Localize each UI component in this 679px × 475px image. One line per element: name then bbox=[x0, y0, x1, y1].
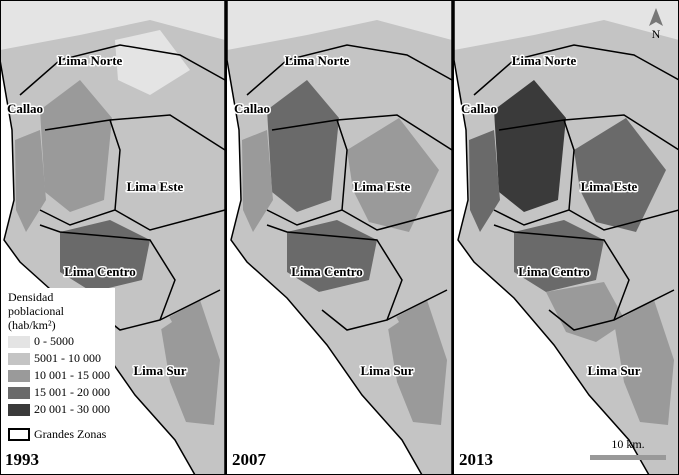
density-area bbox=[614, 300, 674, 425]
legend-label: 10 001 - 15 000 bbox=[34, 368, 110, 382]
map-panel: Lima Norte Callao Lima Este Lima Centro Lima… bbox=[226, 0, 453, 475]
zone-label: Lima Este bbox=[127, 179, 184, 194]
zone-label: Lima Sur bbox=[587, 363, 640, 378]
density-area bbox=[242, 130, 273, 232]
legend-swatch bbox=[8, 336, 30, 348]
density-area bbox=[115, 30, 190, 95]
legend-swatch bbox=[8, 428, 30, 441]
density-area bbox=[387, 300, 447, 425]
year-label: 2007 bbox=[232, 450, 267, 469]
legend-swatch bbox=[8, 353, 30, 365]
map-panel: Lima Norte Callao Lima Este Lima Centro Lima… bbox=[0, 0, 226, 475]
zone-boundary bbox=[39, 119, 121, 226]
density-area bbox=[40, 80, 112, 212]
density-area bbox=[15, 130, 46, 232]
density-area bbox=[319, 282, 399, 342]
zone-label: Lima Centro bbox=[291, 264, 363, 279]
zone-boundary bbox=[159, 289, 221, 321]
zone-boundary bbox=[613, 289, 675, 321]
zone-boundary bbox=[336, 114, 453, 151]
year-label: 2013 bbox=[459, 450, 493, 469]
zone-boundary bbox=[109, 114, 226, 151]
legend-swatch bbox=[8, 387, 30, 399]
density-area bbox=[546, 282, 626, 342]
zone-label: Lima Sur bbox=[133, 363, 186, 378]
zone-boundary bbox=[341, 209, 453, 231]
legend-title: (hab/km²) bbox=[8, 318, 56, 332]
zone-label: Lima Norte bbox=[512, 53, 577, 68]
zone-boundary bbox=[493, 119, 575, 226]
density-area bbox=[574, 118, 666, 232]
zone-label: Lima Norte bbox=[58, 53, 123, 68]
density-area bbox=[342, 30, 417, 95]
zone-label: Callao bbox=[461, 101, 497, 116]
density-area bbox=[267, 80, 339, 212]
coast bbox=[226, 0, 453, 475]
zone-label: Lima Centro bbox=[518, 264, 590, 279]
legend-swatch bbox=[8, 370, 30, 382]
coast bbox=[453, 0, 679, 475]
scale-bar bbox=[590, 455, 666, 460]
year-label: 1993 bbox=[5, 450, 39, 469]
legend-label: Grandes Zonas bbox=[34, 427, 107, 441]
zone-label: Lima Este bbox=[354, 179, 411, 194]
density-area bbox=[569, 30, 644, 95]
zone-boundary bbox=[493, 224, 630, 331]
north-fringe bbox=[0, 0, 225, 50]
zone-boundary bbox=[386, 289, 448, 321]
zone-boundary bbox=[473, 44, 679, 96]
zone-boundary bbox=[114, 209, 226, 231]
zone-label: Callao bbox=[234, 101, 270, 116]
zone-label: Lima Norte bbox=[285, 53, 350, 68]
legend-label: 15 001 - 20 000 bbox=[34, 385, 110, 399]
zone-boundary bbox=[19, 44, 226, 96]
density-area bbox=[469, 130, 500, 232]
density-area bbox=[494, 80, 566, 212]
zone-label: Lima Centro bbox=[64, 264, 136, 279]
zone-boundary bbox=[246, 44, 453, 96]
map-panel: Lima Norte Callao Lima Este Lima Centro Lima… bbox=[453, 0, 679, 475]
north-label: N bbox=[652, 27, 661, 41]
zone-label: Lima Este bbox=[581, 179, 638, 194]
zone-label: Callao bbox=[7, 101, 43, 116]
north-fringe bbox=[227, 0, 452, 50]
zone-boundary bbox=[266, 119, 348, 226]
density-area bbox=[347, 118, 439, 232]
legend-label: 20 001 - 30 000 bbox=[34, 402, 110, 416]
north-fringe bbox=[454, 0, 679, 50]
zone-boundary bbox=[568, 209, 679, 231]
legend-label: 5001 - 10 000 bbox=[34, 351, 101, 365]
density-area bbox=[120, 118, 212, 232]
legend-title: poblacional bbox=[8, 304, 65, 318]
legend-title: Densidad bbox=[8, 290, 53, 304]
zone-boundary bbox=[266, 224, 403, 331]
zone-label: Lima Sur bbox=[360, 363, 413, 378]
scale-label: 10 km. bbox=[611, 437, 644, 451]
density-area bbox=[160, 300, 220, 425]
legend-box bbox=[3, 288, 115, 448]
legend-swatch bbox=[8, 404, 30, 416]
legend-label: 0 - 5000 bbox=[34, 334, 74, 348]
zone-boundary bbox=[563, 114, 679, 151]
zone-boundary bbox=[39, 224, 176, 331]
north-arrow bbox=[649, 8, 663, 26]
